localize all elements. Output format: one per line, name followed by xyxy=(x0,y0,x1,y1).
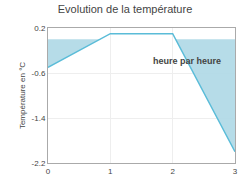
svg-text:0.2: 0.2 xyxy=(34,24,46,33)
svg-text:0: 0 xyxy=(46,167,51,176)
svg-text:-0.6: -0.6 xyxy=(32,69,46,78)
svg-text:2: 2 xyxy=(170,167,175,176)
svg-text:-1.4: -1.4 xyxy=(32,114,46,123)
svg-text:Température en °C: Température en °C xyxy=(18,62,27,129)
svg-text:3: 3 xyxy=(233,167,238,176)
svg-text:Evolution de la température: Evolution de la température xyxy=(58,3,193,15)
svg-text:1: 1 xyxy=(108,167,113,176)
svg-text:-2.2: -2.2 xyxy=(32,159,46,168)
svg-text:heure par heure: heure par heure xyxy=(153,56,221,66)
